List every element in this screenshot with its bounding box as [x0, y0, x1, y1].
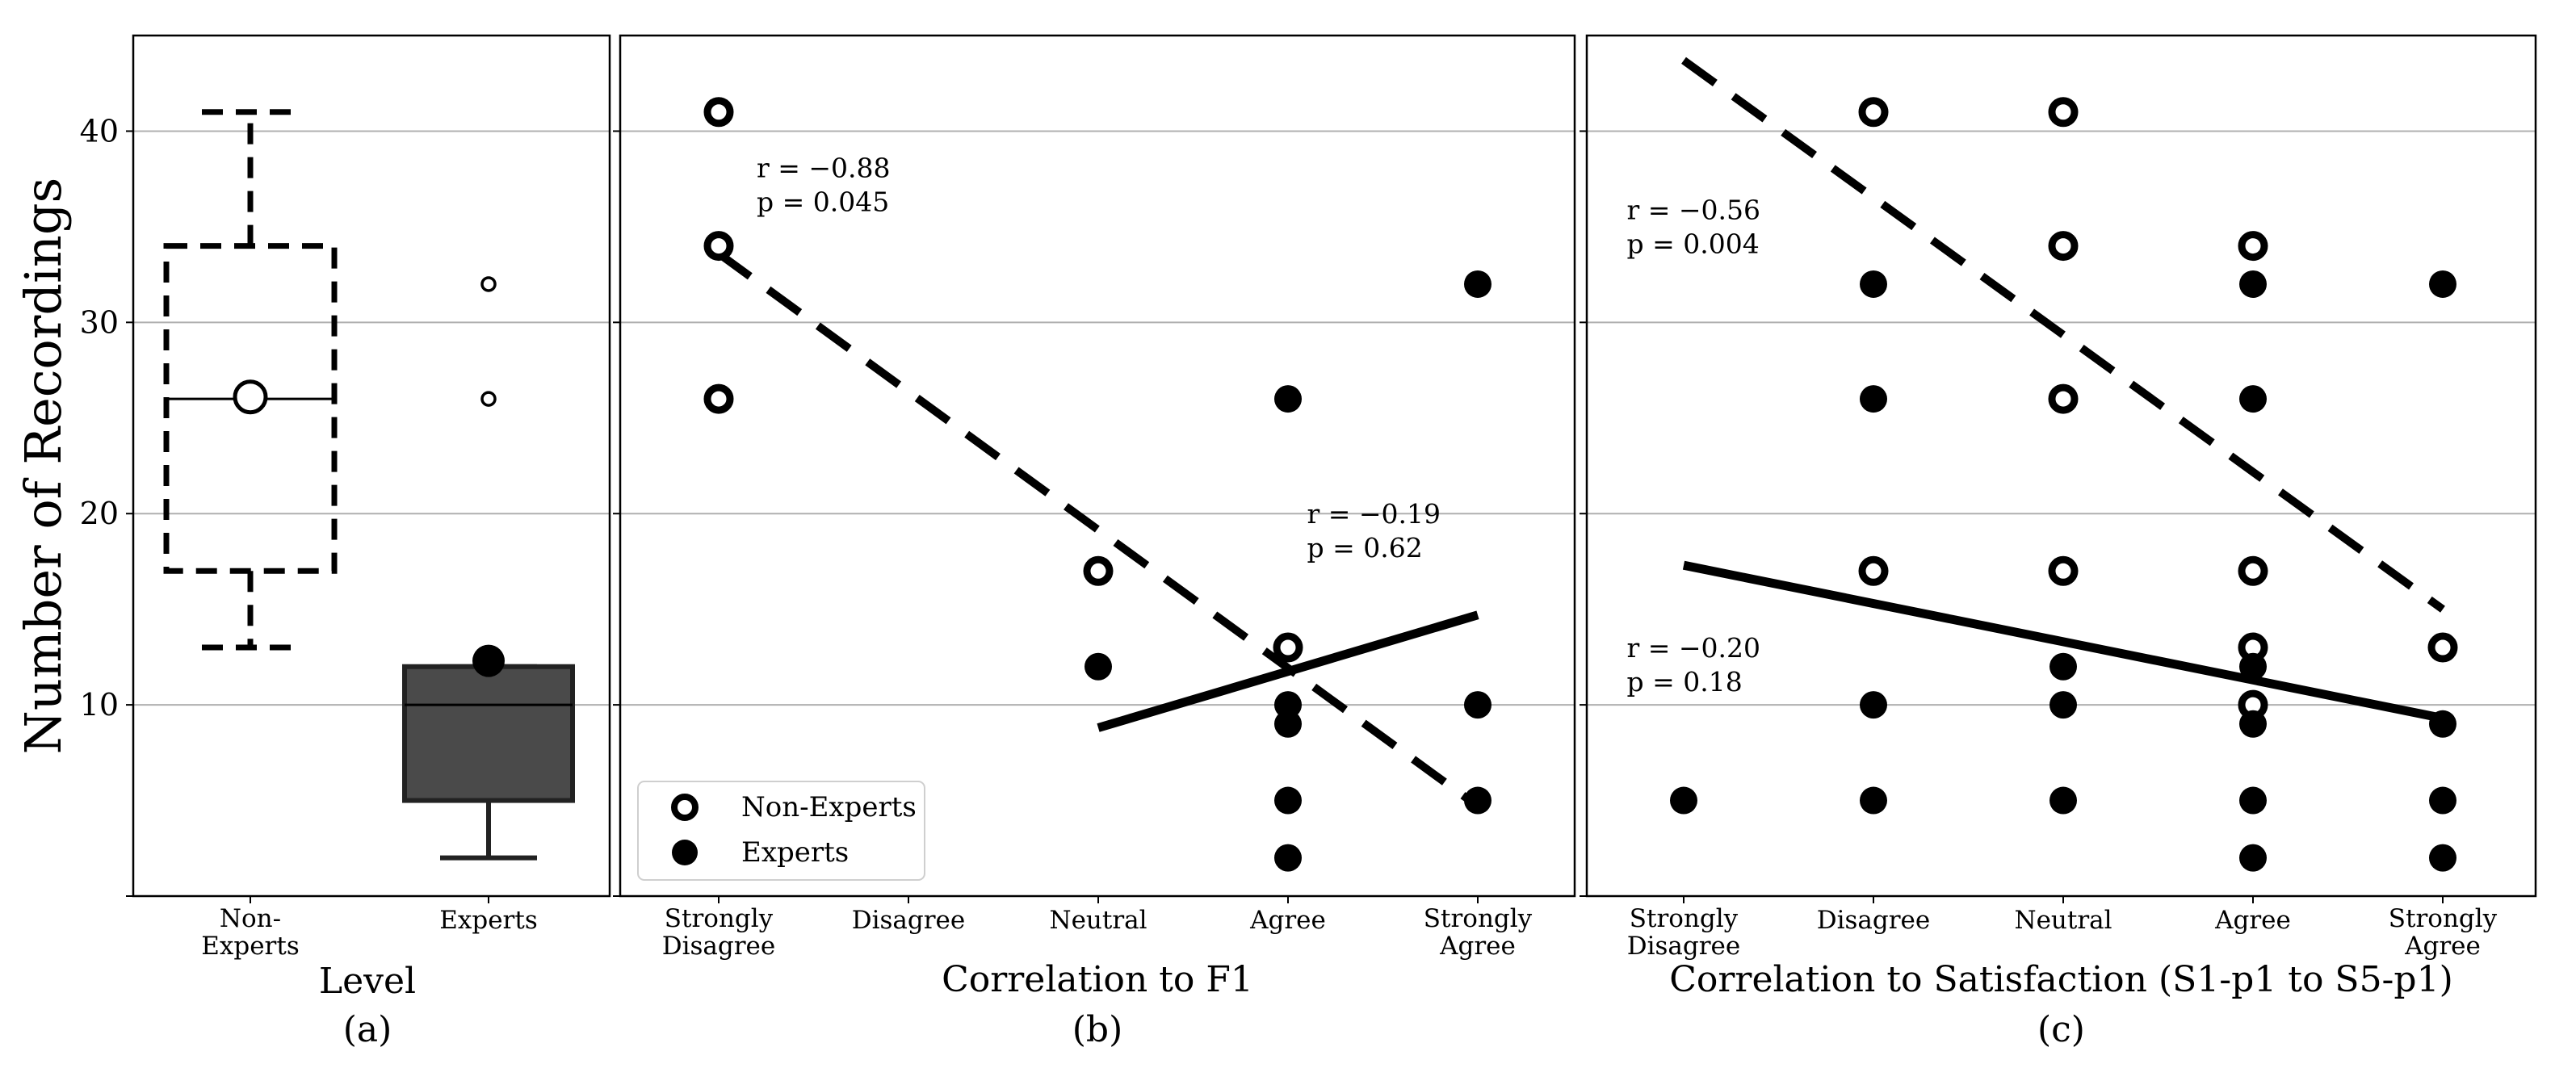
panel-label: (c)	[2037, 1009, 2085, 1050]
point-experts	[1860, 786, 1887, 815]
point-experts	[2049, 786, 2077, 815]
correlation-annotation: p = 0.62	[1307, 532, 1423, 563]
correlation-annotation: p = 0.004	[1627, 228, 1760, 259]
point-experts	[1670, 786, 1697, 815]
point-experts	[1274, 385, 1302, 413]
correlation-annotation: r = −0.19	[1307, 498, 1441, 530]
correlation-annotation: p = 0.18	[1627, 666, 1743, 698]
point-experts	[2429, 710, 2456, 738]
box-experts	[402, 276, 575, 861]
legend-marker-non-experts	[671, 794, 699, 821]
point-experts	[1464, 270, 1491, 298]
legend-marker-experts	[672, 840, 698, 865]
x-tick-label: Neutral	[2014, 906, 2112, 935]
x-tick-label: Strongly Agree	[2389, 904, 2498, 961]
panel-b-f1: Strongly Disagree Disagree Neutral Agree Stro…	[613, 34, 1576, 1050]
legend-label: Experts	[741, 836, 849, 869]
point-experts	[1464, 691, 1491, 719]
point-non-experts	[2048, 383, 2079, 414]
point-experts	[2239, 385, 2267, 413]
point-experts	[2239, 270, 2267, 298]
point-experts	[2239, 710, 2267, 738]
mean-marker	[233, 379, 268, 415]
legend-box	[637, 781, 925, 881]
fit-line-experts	[1097, 610, 1479, 732]
y-tick-label: 20	[80, 496, 119, 531]
correlation-annotation: r = −0.56	[1627, 194, 1761, 225]
x-tick-label: Non-Experts	[201, 904, 300, 961]
point-non-experts	[2048, 231, 2079, 262]
point-experts	[2239, 786, 2267, 815]
box-body	[402, 664, 575, 803]
axes-frame	[1585, 34, 2537, 898]
point-experts	[2429, 844, 2456, 872]
x-tick-label: Neutral	[1049, 906, 1147, 935]
correlation-annotation: p = 0.045	[757, 186, 889, 217]
box-nonexperts	[163, 109, 338, 651]
fit-line-experts	[1682, 560, 2444, 723]
point-non-experts	[703, 231, 734, 262]
panel-label: (a)	[343, 1009, 392, 1050]
point-non-experts	[1858, 97, 1889, 128]
outlier-point	[480, 391, 497, 407]
outlier-point	[480, 276, 497, 292]
point-experts	[1860, 691, 1887, 719]
x-tick-label: Strongly Disagree	[662, 904, 776, 961]
point-experts	[1860, 385, 1887, 413]
x-axis-label: Correlation to F1	[942, 959, 1253, 1000]
legend-label: Non-Experts	[741, 791, 917, 823]
correlation-annotation: r = −0.20	[1627, 632, 1761, 664]
x-tick-label: Agree	[2214, 906, 2291, 935]
panel-a-level: 10 20 30 40 Non-Experts Experts Level (a) Number…	[14, 34, 611, 1050]
point-experts	[1274, 710, 1302, 738]
point-experts	[2429, 786, 2456, 815]
x-tick-label: Agree	[1249, 906, 1326, 935]
x-tick-label: Strongly Agree	[1424, 904, 1533, 961]
box-body	[163, 243, 338, 574]
y-tick-label: 10	[80, 687, 119, 723]
point-non-experts	[1083, 555, 1114, 586]
correlation-annotation: r = −0.88	[757, 152, 891, 183]
point-non-experts	[1858, 555, 1889, 586]
point-non-experts	[703, 97, 734, 128]
point-non-experts	[703, 383, 734, 414]
point-experts	[1860, 270, 1887, 298]
axes-frame	[132, 34, 611, 898]
point-experts	[1464, 786, 1491, 815]
point-experts	[1274, 844, 1302, 872]
x-tick-label: Experts	[439, 906, 538, 935]
x-tick-label: Disagree	[1817, 906, 1931, 935]
point-non-experts	[2238, 231, 2268, 262]
point-experts	[2429, 270, 2456, 298]
point-experts	[2049, 691, 2077, 719]
point-experts	[2049, 652, 2077, 681]
x-tick-label: Disagree	[852, 906, 966, 935]
panel-label: (b)	[1072, 1009, 1123, 1050]
point-experts	[2239, 652, 2267, 681]
point-experts	[1274, 786, 1302, 815]
point-experts	[2239, 844, 2267, 872]
panel-c-satisfaction: Strongly Disagree Disagree Neutral Agree Stro…	[1580, 34, 2537, 1050]
point-non-experts	[2048, 555, 2079, 586]
x-axis-label: Correlation to Satisfaction (S1-p1 to S5…	[1669, 959, 2453, 1000]
x-tick-label: Strongly Disagree	[1627, 904, 1741, 961]
y-tick-label: 30	[80, 304, 119, 340]
fit-line-nonexperts	[1681, 57, 2445, 613]
point-non-experts	[2238, 555, 2268, 586]
fit-line-nonexperts	[716, 250, 1480, 810]
point-experts	[1085, 652, 1112, 681]
point-non-experts	[1273, 632, 1303, 663]
y-axis-label: Number of Recordings	[14, 178, 73, 755]
point-experts	[1274, 691, 1302, 719]
y-tick-label: 40	[80, 113, 119, 149]
point-non-experts	[2427, 632, 2458, 663]
x-axis-label: Level	[319, 961, 416, 1002]
mean-marker	[472, 644, 505, 677]
point-non-experts	[2048, 97, 2079, 128]
